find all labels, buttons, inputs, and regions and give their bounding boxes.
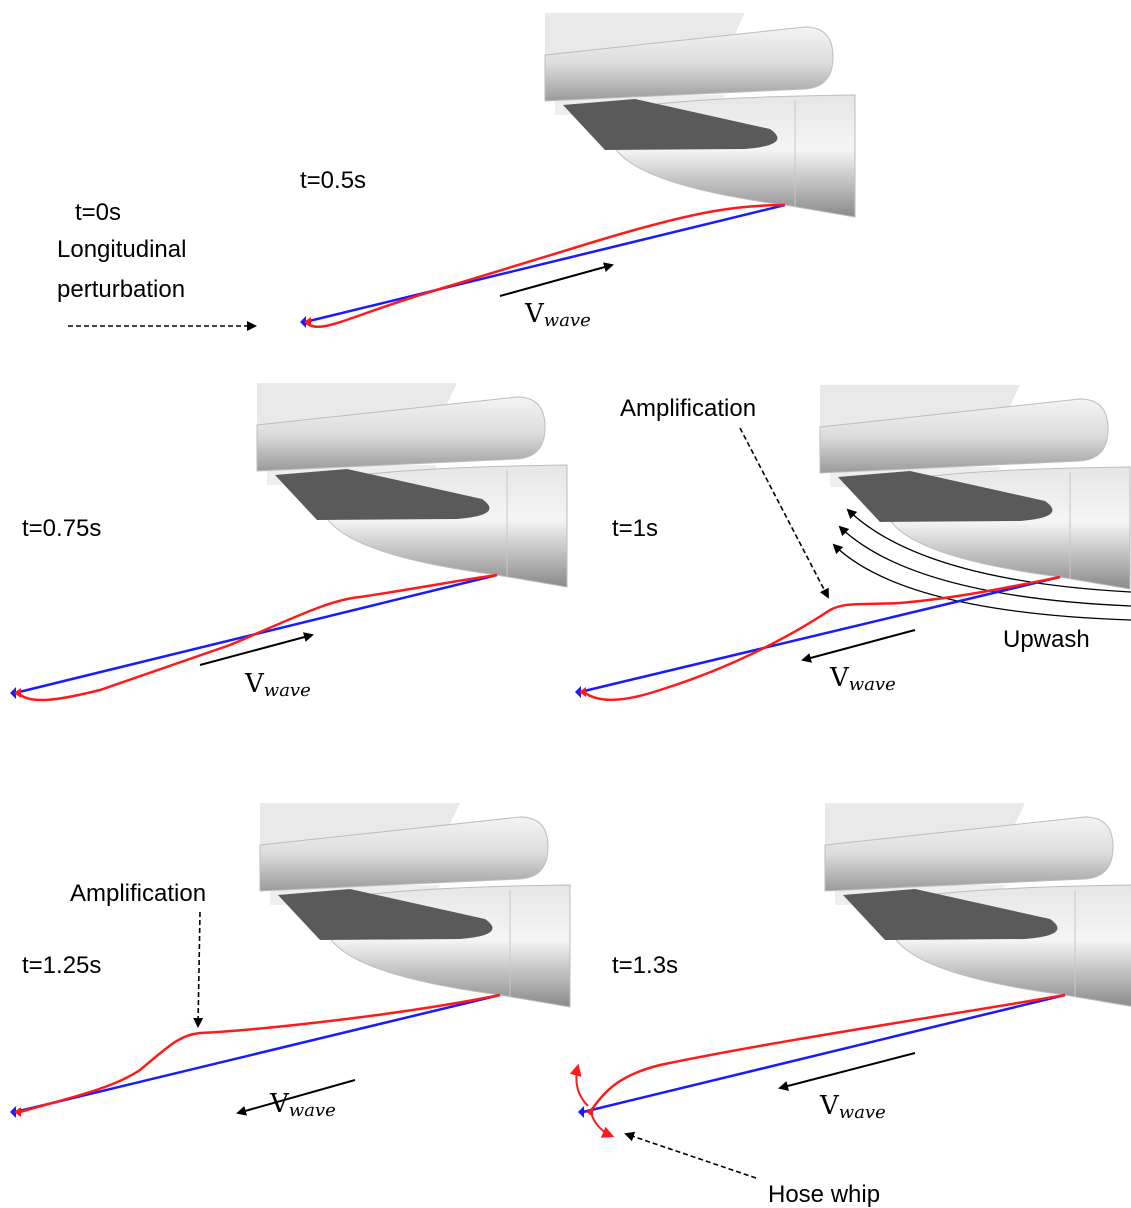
time-label: t=0s: [75, 199, 121, 226]
hose-initial: [15, 995, 500, 1112]
wave-label: Vwave: [819, 1091, 886, 1123]
intro-text: Longitudinal: [57, 236, 186, 263]
time-label: t=1.25s: [22, 952, 101, 979]
time-label: t=0.75s: [22, 515, 101, 542]
hose-initial: [580, 577, 1060, 692]
time-label: t=1s: [612, 515, 658, 542]
wave-label: Vwave: [269, 1089, 336, 1121]
figure: t=0s Longitudinal perturbation t=0.5s Vw…: [0, 0, 1131, 1208]
time-label: t=0.5s: [300, 167, 366, 194]
annotation: Amplification: [620, 395, 756, 422]
annotation-arrow: [198, 912, 200, 1026]
annotation: Upwash: [1003, 626, 1090, 653]
whip-arrow: [592, 1116, 612, 1136]
wave-label: Vwave: [244, 669, 311, 701]
hose-initial: [305, 205, 785, 322]
annotation: Amplification: [70, 880, 206, 907]
wave-label: Vwave: [524, 299, 591, 331]
annotation-arrow: [626, 1134, 756, 1178]
time-label: t=1.3s: [612, 952, 678, 979]
annotation-arrow: [740, 428, 828, 597]
wave-label: Vwave: [829, 663, 896, 695]
annotation: Hose whip: [768, 1181, 880, 1208]
whip-arrow: [576, 1066, 588, 1106]
intro-text: perturbation: [57, 276, 185, 303]
hose: [584, 577, 1060, 700]
aircraft: [257, 13, 1131, 1007]
